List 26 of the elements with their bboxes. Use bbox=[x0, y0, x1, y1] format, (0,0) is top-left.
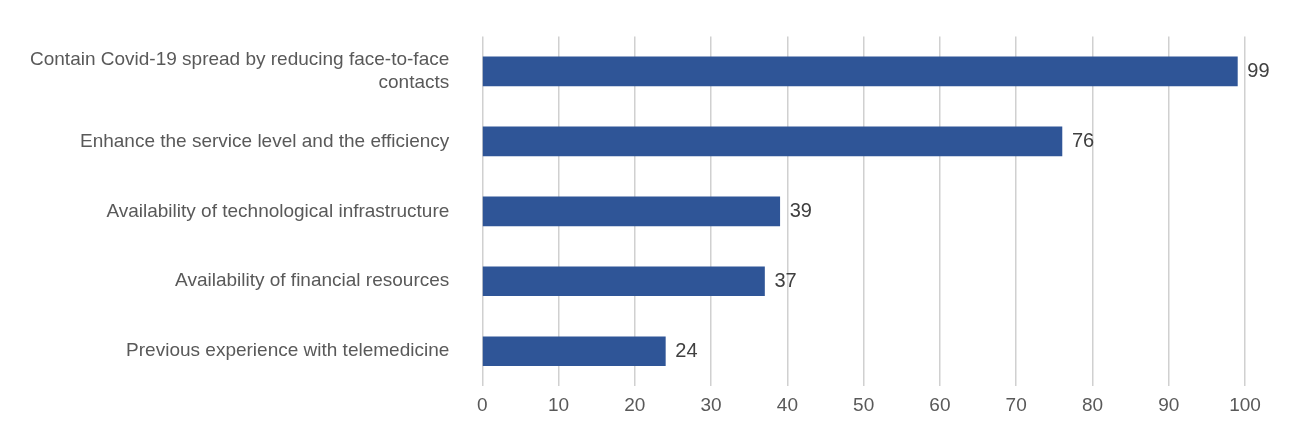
x-tick-label: 100 bbox=[1229, 393, 1261, 415]
data-label: 24 bbox=[675, 338, 698, 361]
y-tick-label: Availability of technological infrastructure bbox=[106, 199, 450, 221]
x-tick-label: 90 bbox=[1158, 393, 1180, 415]
x-tick-label: 30 bbox=[700, 393, 722, 415]
data-label: 99 bbox=[1247, 58, 1270, 81]
y-tick-label: Availability of financial resources bbox=[175, 269, 450, 291]
y-tick-label: Previous experience with telemedicine bbox=[126, 339, 450, 361]
x-tick-label: 20 bbox=[624, 393, 646, 415]
bar bbox=[482, 56, 1238, 87]
y-tick-label: Enhance the service level and the efficiency bbox=[79, 129, 450, 151]
x-tick-label: 10 bbox=[547, 393, 570, 415]
bar bbox=[482, 266, 765, 297]
data-label: 76 bbox=[1071, 128, 1095, 151]
bar bbox=[482, 336, 666, 367]
x-tick-label: 80 bbox=[1081, 393, 1104, 415]
x-tick-label: 70 bbox=[1005, 393, 1027, 415]
data-label: 37 bbox=[774, 268, 797, 291]
y-tick-label: Contain Covid-19 spread by reducing face-to-face contacts bbox=[29, 48, 450, 93]
bar bbox=[482, 126, 1063, 157]
x-tick-label: 60 bbox=[929, 393, 951, 415]
x-tick-label: 50 bbox=[853, 393, 875, 415]
bar bbox=[482, 196, 781, 227]
x-tick-label: 0 bbox=[477, 393, 488, 415]
x-tick-label: 40 bbox=[776, 393, 798, 415]
data-label: 39 bbox=[789, 198, 812, 221]
